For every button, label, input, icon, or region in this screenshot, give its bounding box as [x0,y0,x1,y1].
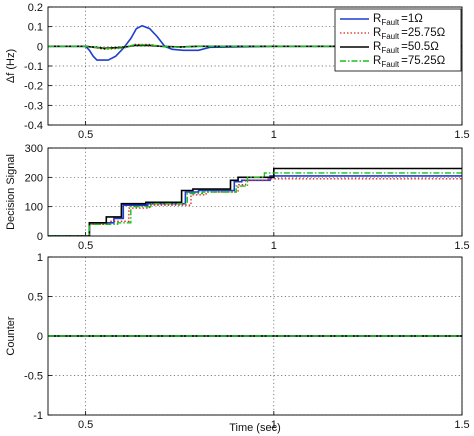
y-tick-label: -1 [33,410,43,422]
y-tick-label: 200 [25,172,43,184]
x-tick-label: 0.5 [78,129,93,141]
y-tick-label: 300 [25,143,43,155]
series-line-r3 [48,167,462,236]
x-tick-label: 1 [271,129,277,141]
y-tick-label: 0 [37,331,43,343]
legend-entry-r2: RFault =25.75Ω [373,27,446,41]
x-tick-label: 1 [271,419,277,431]
plot-area [48,148,462,236]
y-tick-label: 0.5 [28,292,43,304]
y-tick-label: -0.4 [24,120,43,132]
y-axis-label: Decision Signal [5,154,17,230]
x-tick-label: 0.5 [78,240,93,252]
y-tick-label: -0.3 [24,100,43,112]
x-tick-label: 1.5 [454,419,469,431]
series-line-r4 [48,172,462,236]
y-tick-label: 0 [37,41,43,53]
y-tick-label: -0.1 [24,61,43,73]
y-tick-label: 0.1 [28,22,43,34]
x-tick-label: 1.5 [454,240,469,252]
plot-frame [47,256,463,416]
series-line-r1 [48,175,462,236]
y-tick-label: 100 [25,202,43,214]
y-tick-label: -0.5 [24,371,43,383]
plot-frame [47,6,463,126]
series-line-r1 [48,24,462,61]
x-tick-label: 1 [271,240,277,252]
legend-entry-r1: RFault =1Ω [373,13,423,27]
x-tick-label: 0.5 [78,419,93,431]
panel-1: -0.4 -0.3 -0.2 -0.1 0 0.1 0.2 0.5 1 1.5 Δf (Hz) RFa… [5,2,470,141]
x-axis-label: Time (sec) [229,422,281,434]
panel-2: 0 100 200 300 0.5 1 1.5 Decision Signal [5,143,470,252]
series-line-r4 [48,44,462,50]
y-tick-label: -0.2 [24,81,43,93]
plot-frame [47,147,463,237]
y-tick-label: 0.2 [28,2,43,14]
y-tick-label: 1 [37,252,43,264]
panel-3: -1 -0.5 0 0.5 1 0.5 1 1.5 Counter Time (sec) [5,252,470,434]
legend-entry-r3: RFault =50.5Ω [373,41,439,55]
x-tick-label: 1.5 [454,129,469,141]
y-tick-label: 0 [37,231,43,243]
legend-entry-r4: RFault =75.25Ω [373,55,446,69]
y-axis-label: Counter [5,316,17,355]
y-axis-label: Δf (Hz) [5,49,17,83]
